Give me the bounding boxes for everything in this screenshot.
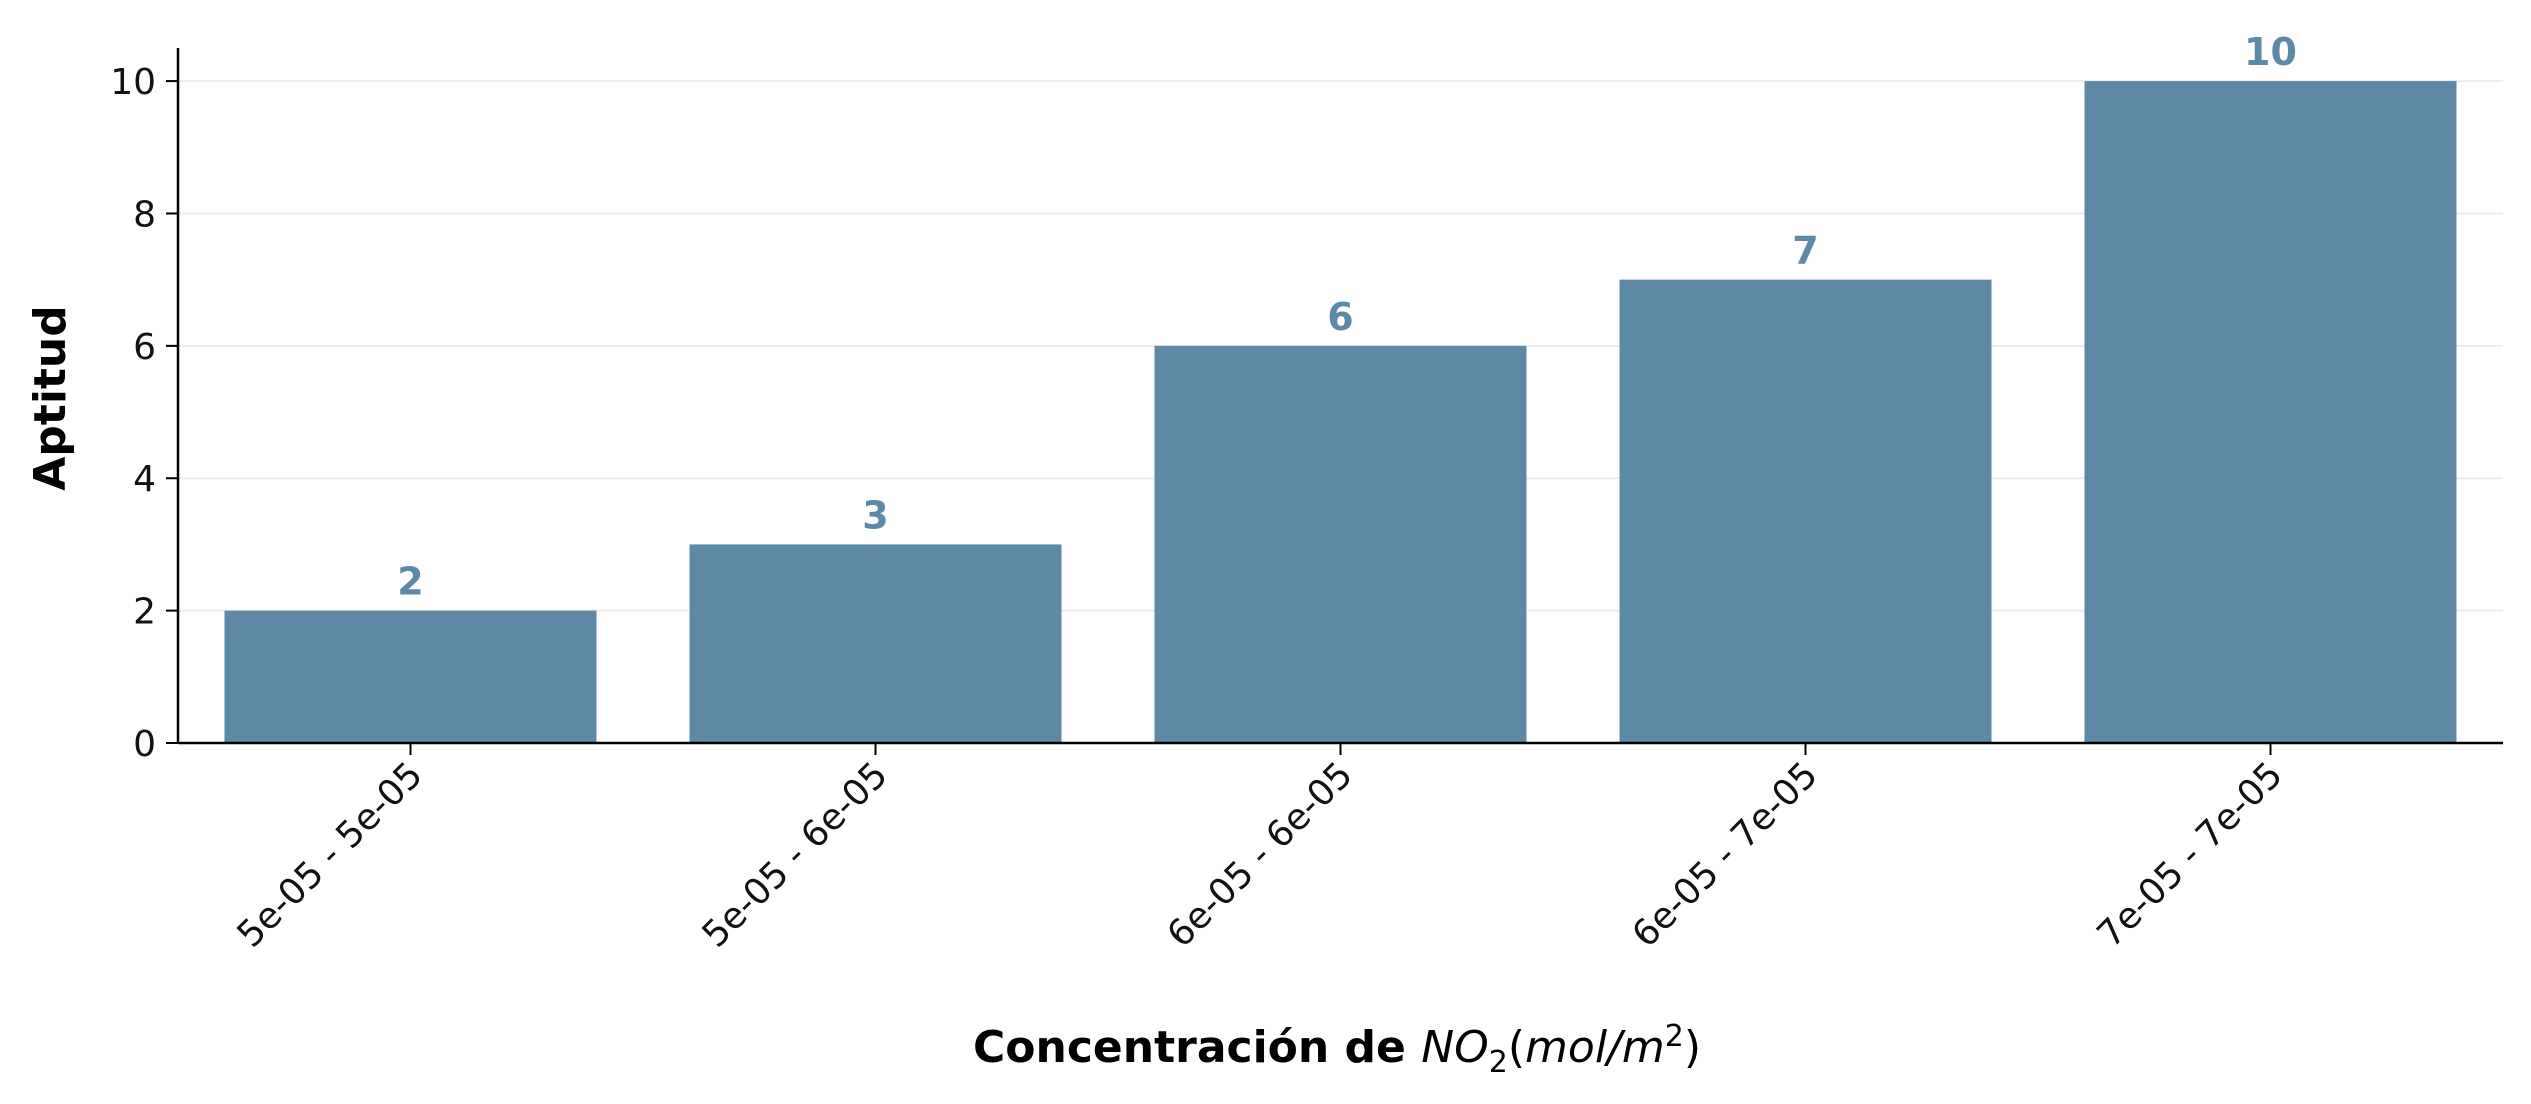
x-tick-label: 7e-05 - 7e-05	[2090, 754, 2291, 955]
bar	[2084, 81, 2457, 744]
bar-value-label: 7	[1792, 229, 1818, 273]
bar	[1619, 279, 1992, 743]
y-tick-label: 4	[133, 459, 156, 500]
x-axis-title-bold: Concentración de	[973, 1022, 1421, 1073]
x-axis-title-unit-close: )	[1684, 1022, 1701, 1073]
bar-value-label: 2	[397, 560, 423, 604]
data-labels: 2 3 6 7 10	[397, 30, 2297, 604]
y-tick-label: 0	[133, 724, 156, 765]
y-tick-label: 6	[133, 327, 156, 368]
x-tick-label: 5e-05 - 6e-05	[695, 754, 896, 955]
bars	[224, 81, 2457, 744]
bar	[689, 544, 1062, 743]
y-tick-label: 10	[110, 62, 156, 103]
y-axis-title: Aptitud	[25, 305, 76, 491]
x-axis-title-unit-open: (	[1508, 1022, 1525, 1073]
x-ticks: 5e-05 - 5e-05 5e-05 - 6e-05 6e-05 - 6e-05 6…	[230, 743, 2291, 956]
y-tick-label: 8	[133, 194, 156, 235]
bar	[224, 610, 597, 743]
x-axis-title-unit-sup: 2	[1665, 1019, 1684, 1054]
x-axis-title-unit: mol/m	[1525, 1022, 1665, 1073]
x-axis-title-formula: NO	[1421, 1022, 1489, 1073]
y-ticks: 0 2 4 6 8 10	[110, 62, 178, 765]
bar-value-label: 3	[862, 493, 888, 537]
x-axis-title: Concentración de NO2(mol/m2)	[973, 1019, 1701, 1080]
x-tick-label: 6e-05 - 7e-05	[1625, 754, 1826, 955]
x-axis-title-formula-sub: 2	[1489, 1045, 1508, 1080]
bar	[1154, 345, 1527, 743]
bar-value-label: 6	[1327, 295, 1353, 339]
x-tick-label: 6e-05 - 6e-05	[1160, 754, 1361, 955]
y-tick-label: 2	[133, 592, 156, 633]
bar-value-label: 10	[2244, 30, 2297, 74]
x-tick-label: 5e-05 - 5e-05	[230, 754, 431, 955]
